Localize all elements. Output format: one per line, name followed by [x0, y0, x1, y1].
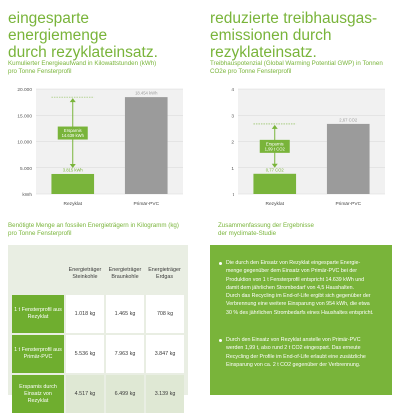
energy-chart: kWh 5.000 10.000 15.000 20.000 3.815 kWh Rezyk…	[8, 83, 193, 208]
table-cell: 1.018 kg	[64, 295, 105, 333]
savings-label-box	[259, 139, 290, 153]
fossil-energy-table: Energieträger Steinkohle Energieträger B…	[12, 253, 184, 413]
emissions-chart-svg: t 1 2 3 4 0,77 CO2 Rezyklat 2,67 CO2 Primär-PVC E…	[231, 87, 385, 207]
table-cell: 708 kg	[144, 295, 184, 333]
arrow-down-icon	[271, 163, 278, 168]
caption-line: Benötigte Menge an fossilen Energieträge…	[8, 222, 179, 229]
summary-line: 30 % des jährlichen Strombedarfs eines H…	[226, 309, 374, 316]
savings-label: Ersparnis	[266, 141, 284, 146]
bullet-icon	[219, 339, 222, 342]
table-cell: 6.499 kg	[103, 375, 146, 413]
bar-value-label: 2,67 CO2	[339, 117, 358, 122]
bar	[124, 97, 168, 194]
table-header-cell: Energieträger Steinkohle	[68, 267, 102, 280]
summary-line: damit dem jährlichen Strombedarf von 4,5…	[226, 284, 355, 291]
y-tick-label: kWh	[22, 192, 32, 198]
emissions-heading-line: emissionen durch rezyklateinsatz.	[210, 27, 332, 61]
y-tick-label: 5.000	[20, 166, 32, 172]
y-tick-label: 1	[231, 166, 234, 172]
savings-value: 1,99 t CO2	[265, 147, 286, 152]
y-tick-label: 20.000	[17, 87, 32, 93]
table-row: 1 t Fensterprofil aus Primär-PVC 5.536 k…	[12, 335, 184, 373]
energy-chart-caption: Kumulierter Energieaufwand in Kilowattst…	[8, 60, 193, 76]
table-corner	[12, 253, 65, 295]
caption-line: pro Tonne Fensterprofil	[8, 68, 72, 75]
emissions-heading-line: reduzierte treibhausgas-	[210, 10, 378, 27]
table-cell: 3.139 kg	[144, 375, 184, 413]
energy-heading: eingesparte energiemenge durch rezyklate…	[8, 10, 188, 61]
summary-line: Produktion von 1 t Fensterprofil entspri…	[226, 276, 365, 283]
table-row-label: Ersparnis durch Einsatz von Rezyklat	[12, 375, 65, 413]
table-row: Ersparnis durch Einsatz von Rezyklat 4.5…	[12, 375, 184, 413]
savings-label: Ersparnis	[64, 128, 82, 133]
bar	[253, 173, 297, 194]
y-tick-label: 15.000	[17, 113, 32, 119]
arrow-down-icon	[69, 163, 76, 168]
table-header-cell: Energieträger Braunkohle	[108, 267, 142, 280]
summary-line: Durch das Recycling im End-of-Life ergib…	[226, 293, 371, 300]
table-row-label: 1 t Fensterprofil aus Rezyklat	[12, 295, 65, 333]
table-header-cell: Energieträger Erdgas	[148, 267, 181, 280]
summary-line: Die durch den Einsatz von Rezyklat einge…	[226, 260, 361, 266]
x-tick-label: Primär-PVC	[133, 201, 159, 207]
x-tick-label: Primär-PVC	[335, 201, 361, 207]
fossil-table-caption: Benötigte Menge an fossilen Energieträge…	[8, 222, 193, 238]
emissions-chart: t 1 2 3 4 0,77 CO2 Rezyklat 2,67 CO2 Primär-PVC E…	[210, 83, 395, 208]
table-cell: 4.517 kg	[64, 375, 105, 413]
bar	[51, 173, 95, 194]
table-row: 1 t Fensterprofil aus Rezyklat 1.018 kg …	[12, 295, 184, 333]
summary-item-energy: Die durch den Einsatz von Rezyklat einge…	[226, 259, 388, 317]
emissions-chart-caption: Treibhauspotenzial (Global Warming Poten…	[210, 60, 395, 76]
summary-line: menge gegenüber dem Einsatz von Primär-P…	[226, 268, 358, 275]
y-tick-label: 2	[231, 140, 234, 146]
emissions-heading: reduzierte treibhausgas- emissionen durc…	[210, 10, 400, 61]
savings-value: 14.639 kWh	[62, 133, 85, 138]
caption-line: pro Tonne Fensterprofil	[8, 230, 72, 237]
x-tick-label: Rezyklat	[266, 201, 285, 207]
bullet-icon	[219, 262, 222, 265]
summary-item-emissions: Durch den Einsatz von Rezyklat anstelle …	[226, 336, 388, 369]
summary-caption: Zusammenfassung der Ergebnisse der mycli…	[218, 222, 400, 238]
caption-line: Zusammenfassung der Ergebnisse	[218, 222, 314, 229]
y-tick-label: 4	[231, 87, 234, 93]
y-tick-label: 3	[231, 113, 234, 119]
table-header-row: Energieträger Steinkohle Energieträger B…	[12, 253, 184, 295]
table-cell: 3.847 kg	[144, 335, 184, 373]
fossil-energy-table-panel: Energieträger Steinkohle Energieträger B…	[8, 245, 188, 413]
summary-panel: Die durch den Einsatz von Rezyklat einge…	[210, 245, 392, 395]
table-cell: 5.536 kg	[64, 335, 105, 373]
summary-line: Einsparung von ca. 2 t CO2 gegenüber der…	[226, 361, 361, 368]
summary-line: Durch den Einsatz von Rezyklat anstelle …	[226, 337, 361, 343]
arrow-up-icon	[271, 124, 278, 129]
y-tick-label: 10.000	[17, 140, 32, 146]
bar-value-label: 0,77 CO2	[266, 167, 285, 172]
summary-line: Verbrennung eine weitere Einsparung von …	[226, 301, 370, 308]
bar-value-label: 18.454 kWh	[135, 91, 158, 96]
summary-line: Recycling der Profile im End-of-Life erl…	[226, 353, 366, 360]
energy-chart-svg: kWh 5.000 10.000 15.000 20.000 3.815 kWh Rezyk…	[17, 87, 183, 207]
caption-line: CO2e pro Tonne Fensterprofil	[210, 68, 292, 75]
savings-label-box	[57, 126, 88, 140]
bar-value-label: 3.815 kWh	[63, 167, 84, 172]
caption-line: Treibhauspotenzial (Global Warming Poten…	[210, 60, 383, 67]
x-tick-label: Rezyklat	[64, 201, 83, 207]
table-row-label: 1 t Fensterprofil aus Primär-PVC	[12, 335, 65, 373]
energy-heading-line: eingesparte energiemenge	[8, 10, 108, 44]
summary-line: werden 1,99 t, also rund 2 t CO2 eingesp…	[226, 345, 361, 352]
caption-line: Kumulierter Energieaufwand in Kilowattst…	[8, 60, 157, 67]
y-tick-label: t	[233, 192, 235, 198]
arrow-up-icon	[69, 98, 76, 103]
energy-heading-line: durch rezyklateinsatz.	[8, 44, 158, 61]
caption-line: der myclimate-Studie	[218, 230, 277, 237]
table-cell: 1.465 kg	[103, 295, 146, 333]
table-cell: 7.963 kg	[103, 335, 146, 373]
bar	[326, 123, 370, 194]
